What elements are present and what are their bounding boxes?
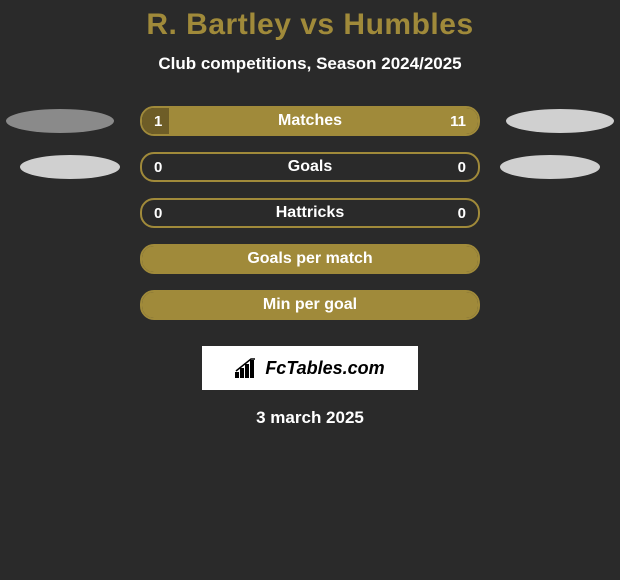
- subtitle: Club competitions, Season 2024/2025: [0, 54, 620, 74]
- comparison-infographic: R. Bartley vs Humbles Club competitions,…: [0, 0, 620, 428]
- stat-pill: Goals per match: [140, 244, 480, 274]
- logo-bars-icon: [235, 358, 261, 378]
- stat-label: Matches: [278, 112, 342, 130]
- stat-left-value: 1: [154, 113, 162, 130]
- page-title: R. Bartley vs Humbles: [0, 8, 620, 42]
- stat-left-value: 0: [154, 205, 162, 222]
- logo-text: FcTables.com: [265, 358, 384, 379]
- ellipse-left: [6, 109, 114, 133]
- stat-pill: 0 Goals 0: [140, 152, 480, 182]
- ellipse-right: [506, 109, 614, 133]
- stat-pill: Min per goal: [140, 290, 480, 320]
- ellipse-left: [20, 155, 120, 179]
- stat-pill: 0 Hattricks 0: [140, 198, 480, 228]
- stat-row: Goals per match: [0, 244, 620, 290]
- stat-label: Min per goal: [263, 296, 357, 314]
- stat-label: Hattricks: [276, 204, 344, 222]
- stat-label: Goals per match: [247, 250, 372, 268]
- date-text: 3 march 2025: [0, 408, 620, 428]
- stat-row: 0 Goals 0: [0, 152, 620, 198]
- stat-rows: 1 Matches 11 0 Goals 0 0 Hattricks 0 Goals per ma…: [0, 106, 620, 336]
- stat-left-value: 0: [154, 159, 162, 176]
- stat-row: 0 Hattricks 0: [0, 198, 620, 244]
- ellipse-right: [500, 155, 600, 179]
- stat-label: Goals: [288, 158, 332, 176]
- stat-pill: 1 Matches 11: [140, 106, 480, 136]
- stat-right-value: 11: [450, 113, 466, 130]
- stat-row: Min per goal: [0, 290, 620, 336]
- stat-row: 1 Matches 11: [0, 106, 620, 152]
- stat-right-value: 0: [458, 159, 466, 176]
- logo-box: FcTables.com: [202, 346, 418, 390]
- stat-right-value: 0: [458, 205, 466, 222]
